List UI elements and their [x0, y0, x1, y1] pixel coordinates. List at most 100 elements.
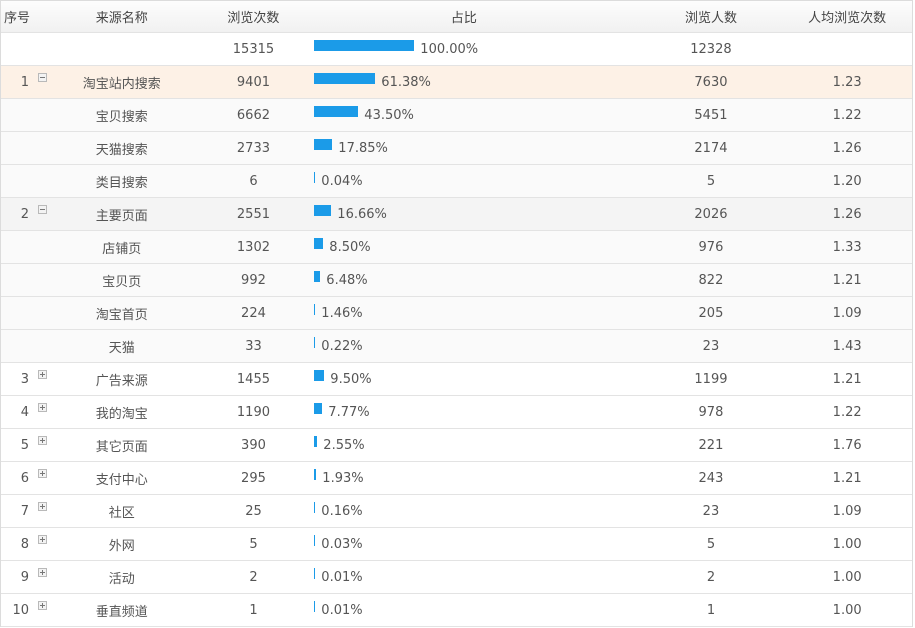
header-visitors[interactable]: 浏览人数: [684, 11, 737, 26]
avg-views: 1.21: [832, 371, 862, 387]
table-row[interactable]: 1 淘宝站内搜索 9401 61.38% 7630 1.23: [1, 66, 912, 99]
views-count: 15315: [232, 41, 275, 57]
header-views[interactable]: 浏览次数: [227, 11, 280, 26]
share-bar: [314, 204, 332, 216]
row-index-cell: [1, 231, 65, 263]
expand-icon[interactable]: [38, 402, 47, 412]
source-name: 淘宝站内搜索: [82, 76, 161, 92]
source-name: 宝贝搜索: [95, 109, 148, 125]
sub-row[interactable]: 宝贝搜索 6662 43.50% 5451 1.22: [1, 99, 912, 132]
views-count: 6662: [236, 107, 270, 123]
row-index: 10: [12, 602, 29, 618]
row-index-cell: [1, 330, 65, 362]
share-cell: 1.93%: [314, 462, 639, 494]
sub-row[interactable]: 店铺页 1302 8.50% 976 1.33: [1, 231, 912, 264]
share-cell: 0.01%: [314, 561, 639, 593]
row-index: 9: [20, 569, 29, 585]
source-name: 垂直频道: [95, 604, 148, 620]
share-cell: 0.04%: [314, 165, 639, 197]
expand-icon[interactable]: [38, 435, 47, 445]
share-bar: [314, 72, 376, 84]
sub-row[interactable]: 淘宝首页 224 1.46% 205 1.09: [1, 297, 912, 330]
expand-icon[interactable]: [38, 501, 47, 511]
share-bar: [314, 435, 318, 447]
share-percent: 16.66%: [337, 206, 387, 222]
avg-views: 1.43: [832, 338, 862, 354]
views-count: 2733: [236, 140, 270, 156]
sub-row[interactable]: 宝贝页 992 6.48% 822 1.21: [1, 264, 912, 297]
table-row[interactable]: 6 支付中心 295 1.93% 243 1.21: [1, 462, 912, 495]
visitors-count: 1199: [694, 371, 728, 387]
source-name: 天猫搜索: [95, 142, 148, 158]
share-percent: 0.03%: [321, 536, 363, 552]
visitors-count: 5451: [694, 107, 728, 123]
source-name: 其它页面: [95, 439, 148, 455]
visitors-count: 243: [698, 470, 724, 486]
share-bar: [314, 303, 316, 315]
views-count: 25: [245, 503, 262, 519]
views-count: 2: [249, 569, 258, 585]
visitors-count: 2174: [694, 140, 728, 156]
expand-icon[interactable]: [38, 369, 47, 379]
table-row[interactable]: 9 活动 2 0.01% 2 1.00: [1, 561, 912, 594]
share-cell: 2.55%: [314, 429, 639, 461]
share-bar: [314, 237, 324, 249]
avg-views: 1.23: [832, 74, 862, 90]
share-cell: 16.66%: [314, 198, 639, 230]
source-name: 淘宝首页: [95, 307, 148, 323]
table-row[interactable]: 5 其它页面 390 2.55% 221 1.76: [1, 429, 912, 462]
header-share[interactable]: 占比: [450, 11, 477, 26]
expand-icon[interactable]: [38, 600, 47, 610]
collapse-icon[interactable]: [38, 204, 47, 214]
share-bar: [314, 402, 323, 414]
header-index[interactable]: 序号: [4, 11, 31, 26]
views-count: 992: [241, 272, 266, 288]
visitors-count: 23: [702, 338, 720, 354]
table-row[interactable]: 8 外网 5 0.03% 5 1.00: [1, 528, 912, 561]
sub-row[interactable]: 类目搜索 6 0.04% 5 1.20: [1, 165, 912, 198]
row-index: 2: [20, 206, 29, 222]
share-bar: [314, 600, 316, 612]
header-source-name[interactable]: 来源名称: [95, 11, 148, 26]
visitors-count: 12328: [690, 41, 732, 57]
row-index: 8: [20, 536, 29, 552]
row-index-cell: [1, 297, 65, 329]
share-percent: 9.50%: [330, 371, 372, 387]
share-bar: [314, 501, 316, 513]
row-index: 5: [20, 437, 29, 453]
header-avg-views[interactable]: 人均浏览次数: [808, 11, 887, 26]
table-row[interactable]: 3 广告来源 1455 9.50% 1199 1.21: [1, 363, 912, 396]
share-percent: 0.01%: [321, 602, 363, 618]
visitors-count: 2026: [694, 206, 728, 222]
source-name: 主要页面: [95, 208, 148, 224]
row-index: 7: [20, 503, 29, 519]
table-row[interactable]: 2 主要页面 2551 16.66% 2026 1.26: [1, 198, 912, 231]
table-row[interactable]: 10 垂直频道 1 0.01% 1 1.00: [1, 594, 912, 627]
visitors-count: 1: [706, 602, 716, 618]
views-count: 1: [249, 602, 258, 618]
table-row[interactable]: 4 我的淘宝 1190 7.77% 978 1.22: [1, 396, 912, 429]
share-percent: 17.85%: [338, 140, 388, 156]
share-percent: 0.04%: [321, 173, 363, 189]
row-index-cell: [1, 132, 65, 164]
total-row[interactable]: 15315 100.00% 12328: [1, 33, 912, 66]
sub-row[interactable]: 天猫搜索 2733 17.85% 2174 1.26: [1, 132, 912, 165]
share-percent: 0.22%: [321, 338, 363, 354]
expand-icon[interactable]: [38, 534, 47, 544]
share-cell: 7.77%: [314, 396, 639, 428]
source-name: 店铺页: [102, 241, 142, 257]
expand-icon[interactable]: [38, 468, 47, 478]
visitors-count: 7630: [694, 74, 728, 90]
share-bar: [314, 336, 316, 348]
share-bar: [314, 369, 325, 381]
avg-views: 1.00: [832, 569, 862, 585]
row-index-cell: 8: [1, 528, 65, 560]
source-name: 支付中心: [95, 472, 148, 488]
avg-views: 1.00: [832, 602, 862, 618]
collapse-icon[interactable]: [38, 72, 47, 82]
expand-icon[interactable]: [38, 567, 47, 577]
sub-row[interactable]: 天猫 33 0.22% 23 1.43: [1, 330, 912, 363]
table-row[interactable]: 7 社区 25 0.16% 23 1.09: [1, 495, 912, 528]
share-percent: 6.48%: [326, 272, 368, 288]
share-percent: 1.93%: [322, 470, 364, 486]
